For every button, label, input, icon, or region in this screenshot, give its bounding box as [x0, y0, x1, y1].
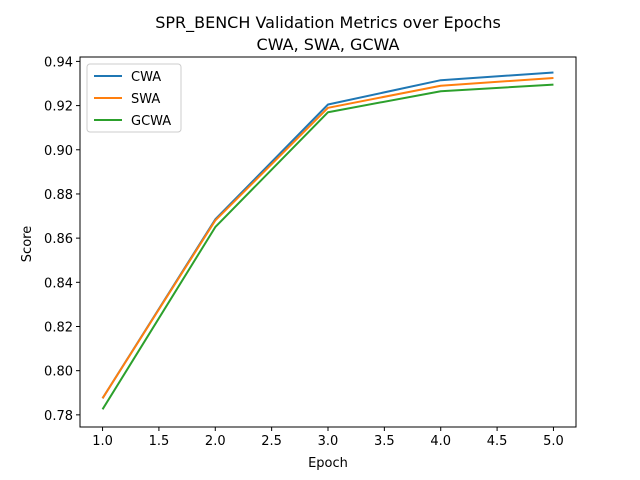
x-tick-label: 1.0 [92, 434, 113, 449]
y-tick-label: 0.86 [44, 232, 73, 247]
x-tick-label: 5.0 [543, 434, 564, 449]
y-tick-label: 0.78 [44, 409, 73, 424]
chart-title: SPR_BENCH Validation Metrics over Epochs [155, 13, 501, 33]
plot-lines [101, 71, 554, 410]
y-axis-label: Score [20, 226, 35, 262]
x-tick-label: 4.5 [487, 434, 508, 449]
x-tick-label: 3.0 [318, 434, 339, 449]
y-tick-label: 0.90 [44, 144, 73, 159]
legend: CWA SWA GCWA [86, 63, 182, 133]
x-tick-label: 2.0 [205, 434, 226, 449]
x-tick-label: 1.5 [149, 434, 170, 449]
y-tick-label: 0.82 [44, 320, 73, 335]
legend-box [86, 63, 182, 133]
y-axis: 0.78 0.80 0.82 0.84 0.86 0.88 0.90 0.92 0.94 [44, 55, 80, 424]
y-tick-label: 0.88 [44, 188, 73, 203]
x-axis: 1.0 1.5 2.0 2.5 3.0 3.5 4.0 4.5 5.0 [92, 427, 564, 449]
legend-label-cwa: CWA [131, 70, 161, 85]
legend-label-swa: SWA [131, 92, 160, 107]
chart-subtitle: CWA, SWA, GCWA [257, 35, 400, 54]
x-tick-label: 3.5 [374, 434, 395, 449]
y-tick-label: 0.84 [44, 276, 73, 291]
legend-label-gcwa: GCWA [131, 114, 171, 129]
y-tick-label: 0.92 [44, 100, 73, 115]
x-tick-label: 2.5 [261, 434, 282, 449]
series-line-gcwa [101, 83, 554, 410]
x-axis-label: Epoch [308, 456, 348, 471]
y-tick-label: 0.94 [44, 55, 73, 70]
x-tick-label: 4.0 [430, 434, 451, 449]
series-line-swa [101, 76, 554, 399]
y-tick-label: 0.80 [44, 365, 73, 380]
